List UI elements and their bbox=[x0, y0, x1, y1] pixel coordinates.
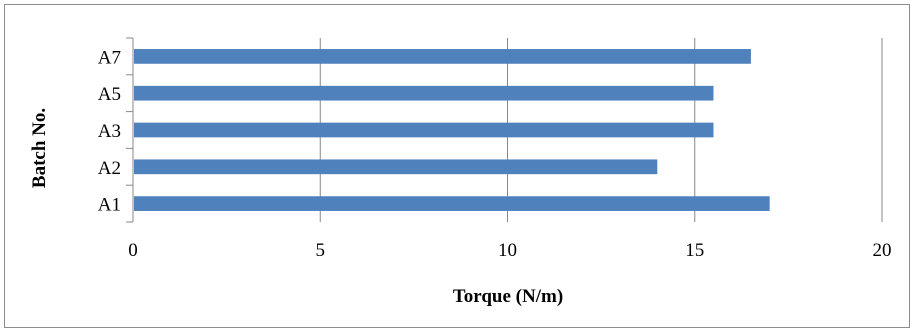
x-tick-label-5: 5 bbox=[316, 240, 326, 261]
bar-A5 bbox=[134, 85, 714, 101]
bar-A3 bbox=[134, 122, 714, 138]
bars bbox=[134, 49, 770, 211]
x-tick-label-15: 15 bbox=[685, 240, 704, 261]
y-tick-label-A5: A5 bbox=[98, 84, 121, 105]
bar-A7 bbox=[134, 49, 751, 64]
x-axis-title: Torque (N/m) bbox=[453, 286, 563, 307]
x-tick-label-20: 20 bbox=[873, 240, 892, 261]
y-axis-title: Batch No. bbox=[29, 108, 50, 188]
x-tick-label-10: 10 bbox=[498, 240, 517, 261]
y-tick-label-A3: A3 bbox=[98, 121, 121, 142]
bar-A2 bbox=[134, 159, 658, 175]
y-tick-label-A2: A2 bbox=[98, 158, 121, 179]
y-tick-label-A7: A7 bbox=[98, 47, 121, 68]
y-tick-label-A1: A1 bbox=[98, 195, 121, 216]
axes bbox=[126, 37, 134, 223]
x-tick-label-0: 0 bbox=[128, 240, 138, 261]
tick-labels: 0 5 10 15 20 A1 A2 A3 A5 A7 bbox=[98, 47, 892, 261]
bar-A1 bbox=[134, 196, 770, 211]
